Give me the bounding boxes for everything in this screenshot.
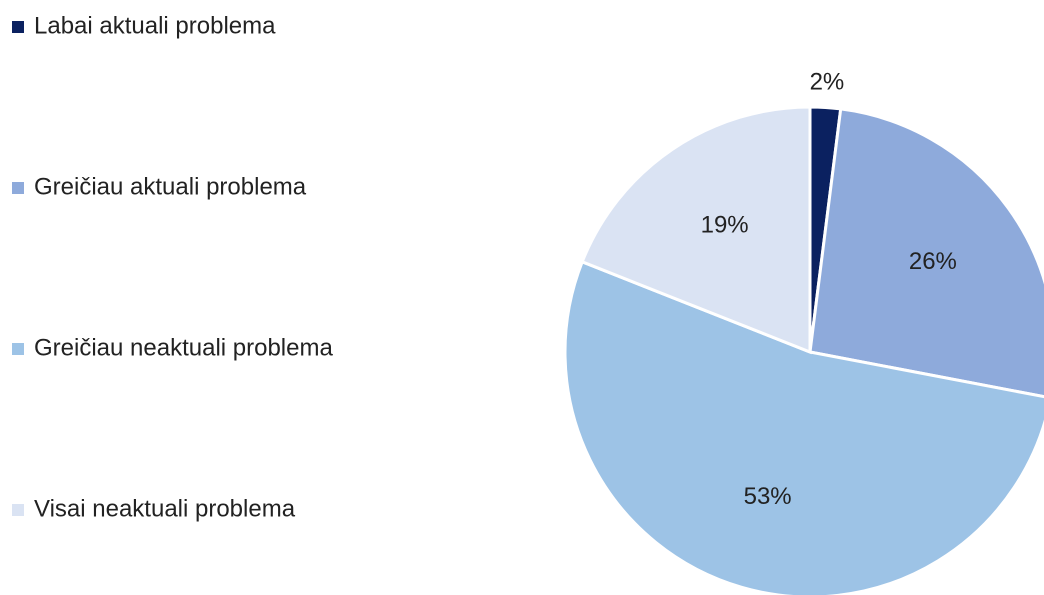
legend-label: Greičiau aktuali problema bbox=[34, 173, 307, 200]
data-label: 26% bbox=[909, 248, 957, 275]
pie-slice bbox=[808, 107, 1044, 399]
pie-slice bbox=[580, 105, 812, 355]
data-label: 53% bbox=[744, 483, 792, 510]
legend-label: Visai neaktuali problema bbox=[34, 495, 296, 522]
data-label: 19% bbox=[701, 212, 749, 239]
legend-swatch bbox=[12, 343, 24, 355]
legend-swatch bbox=[12, 21, 24, 33]
legend-label: Labai aktuali problema bbox=[34, 12, 276, 39]
legend-label: Greičiau neaktuali problema bbox=[34, 334, 333, 361]
data-label: 2% bbox=[810, 68, 845, 95]
pie-slice bbox=[563, 259, 1044, 595]
legend-swatch bbox=[12, 182, 24, 194]
legend-swatch bbox=[12, 504, 24, 516]
